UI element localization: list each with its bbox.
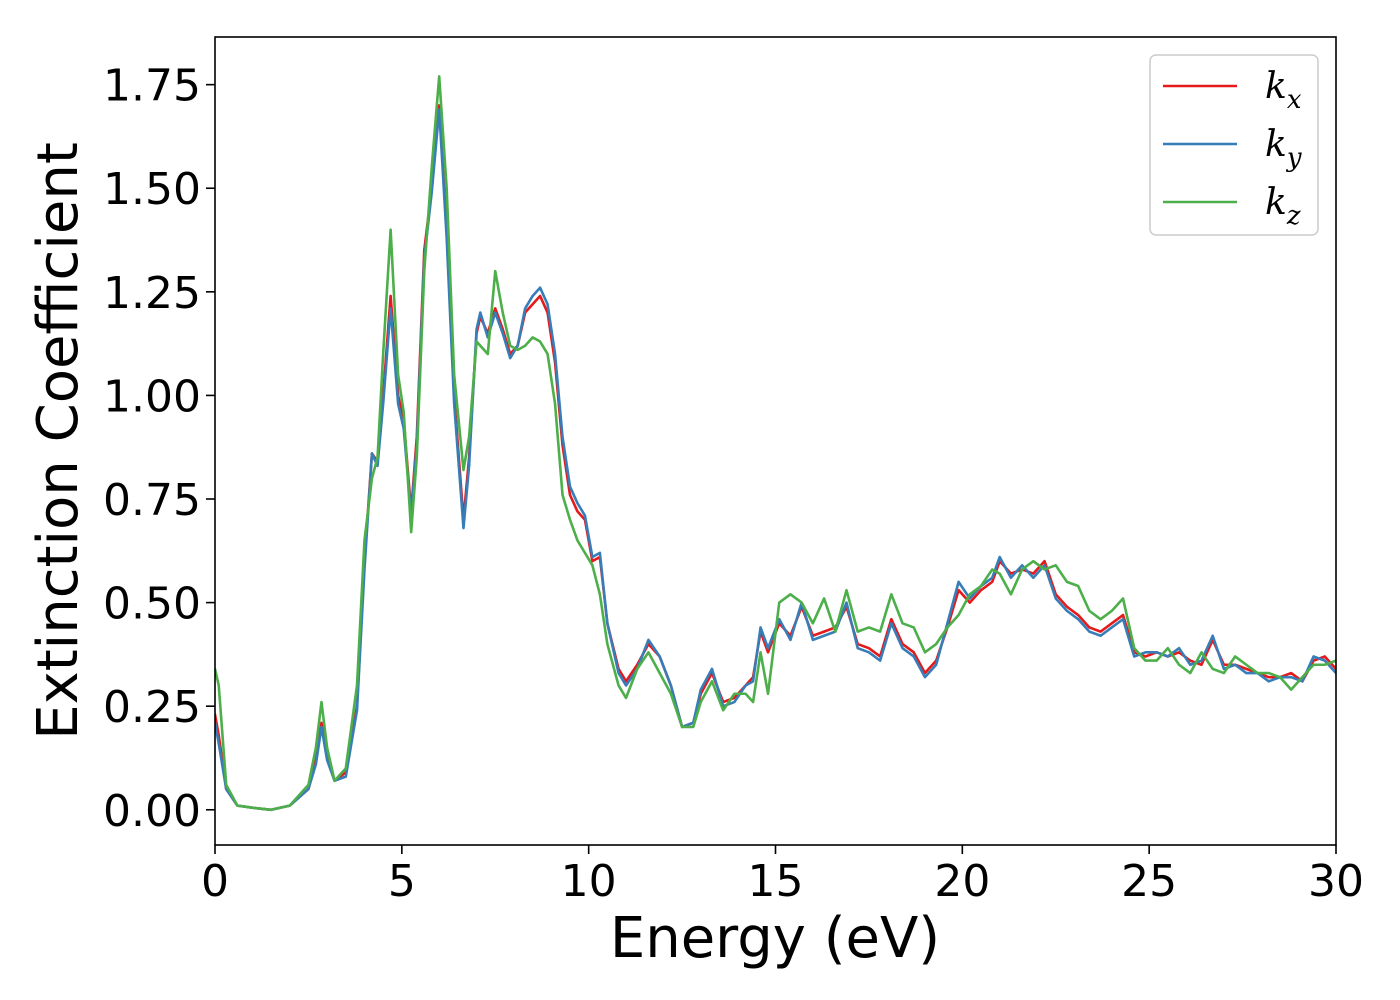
legend-label-kx: kx <box>1265 66 1302 115</box>
legend-label-subscript: z <box>1286 201 1301 231</box>
legend-label-base: k <box>1265 124 1287 165</box>
y-tick-label: 1.25 <box>103 268 201 319</box>
series-line-ky <box>215 108 1336 812</box>
x-axis-label: Energy (eV) <box>610 906 940 971</box>
y-axis-label: Extinction Coefficient <box>26 142 91 740</box>
series-line-kz <box>215 75 1336 812</box>
y-tick-label: 1.50 <box>103 164 201 215</box>
x-tick-label: 30 <box>1308 856 1364 907</box>
legend-label-subscript: x <box>1287 85 1302 115</box>
x-tick-label: 20 <box>934 856 990 907</box>
y-tick-label: 0.25 <box>103 682 201 733</box>
legend-label-kz: kz <box>1265 182 1301 231</box>
x-tick-label: 0 <box>201 856 229 907</box>
legend-label-ky: ky <box>1265 124 1302 173</box>
y-tick-label: 0.75 <box>103 475 201 526</box>
y-tick-label: 1.00 <box>103 371 201 422</box>
x-tick-label: 25 <box>1121 856 1177 907</box>
x-tick-label: 10 <box>561 856 617 907</box>
x-tick-label: 15 <box>748 856 804 907</box>
legend-label-base: k <box>1265 182 1287 223</box>
x-tick-label: 5 <box>388 856 416 907</box>
y-axis: 0.00 0.25 0.50 0.75 1.00 1.25 1.50 1.75 <box>103 61 215 837</box>
legend-label-base: k <box>1265 66 1287 107</box>
x-axis: 0 5 10 15 20 25 30 <box>201 845 1364 907</box>
series-layer <box>215 75 1336 812</box>
y-tick-label: 0.00 <box>103 786 201 837</box>
y-tick-label: 0.50 <box>103 579 201 630</box>
legend-label-subscript: y <box>1286 143 1302 173</box>
y-tick-label: 1.75 <box>103 61 201 112</box>
